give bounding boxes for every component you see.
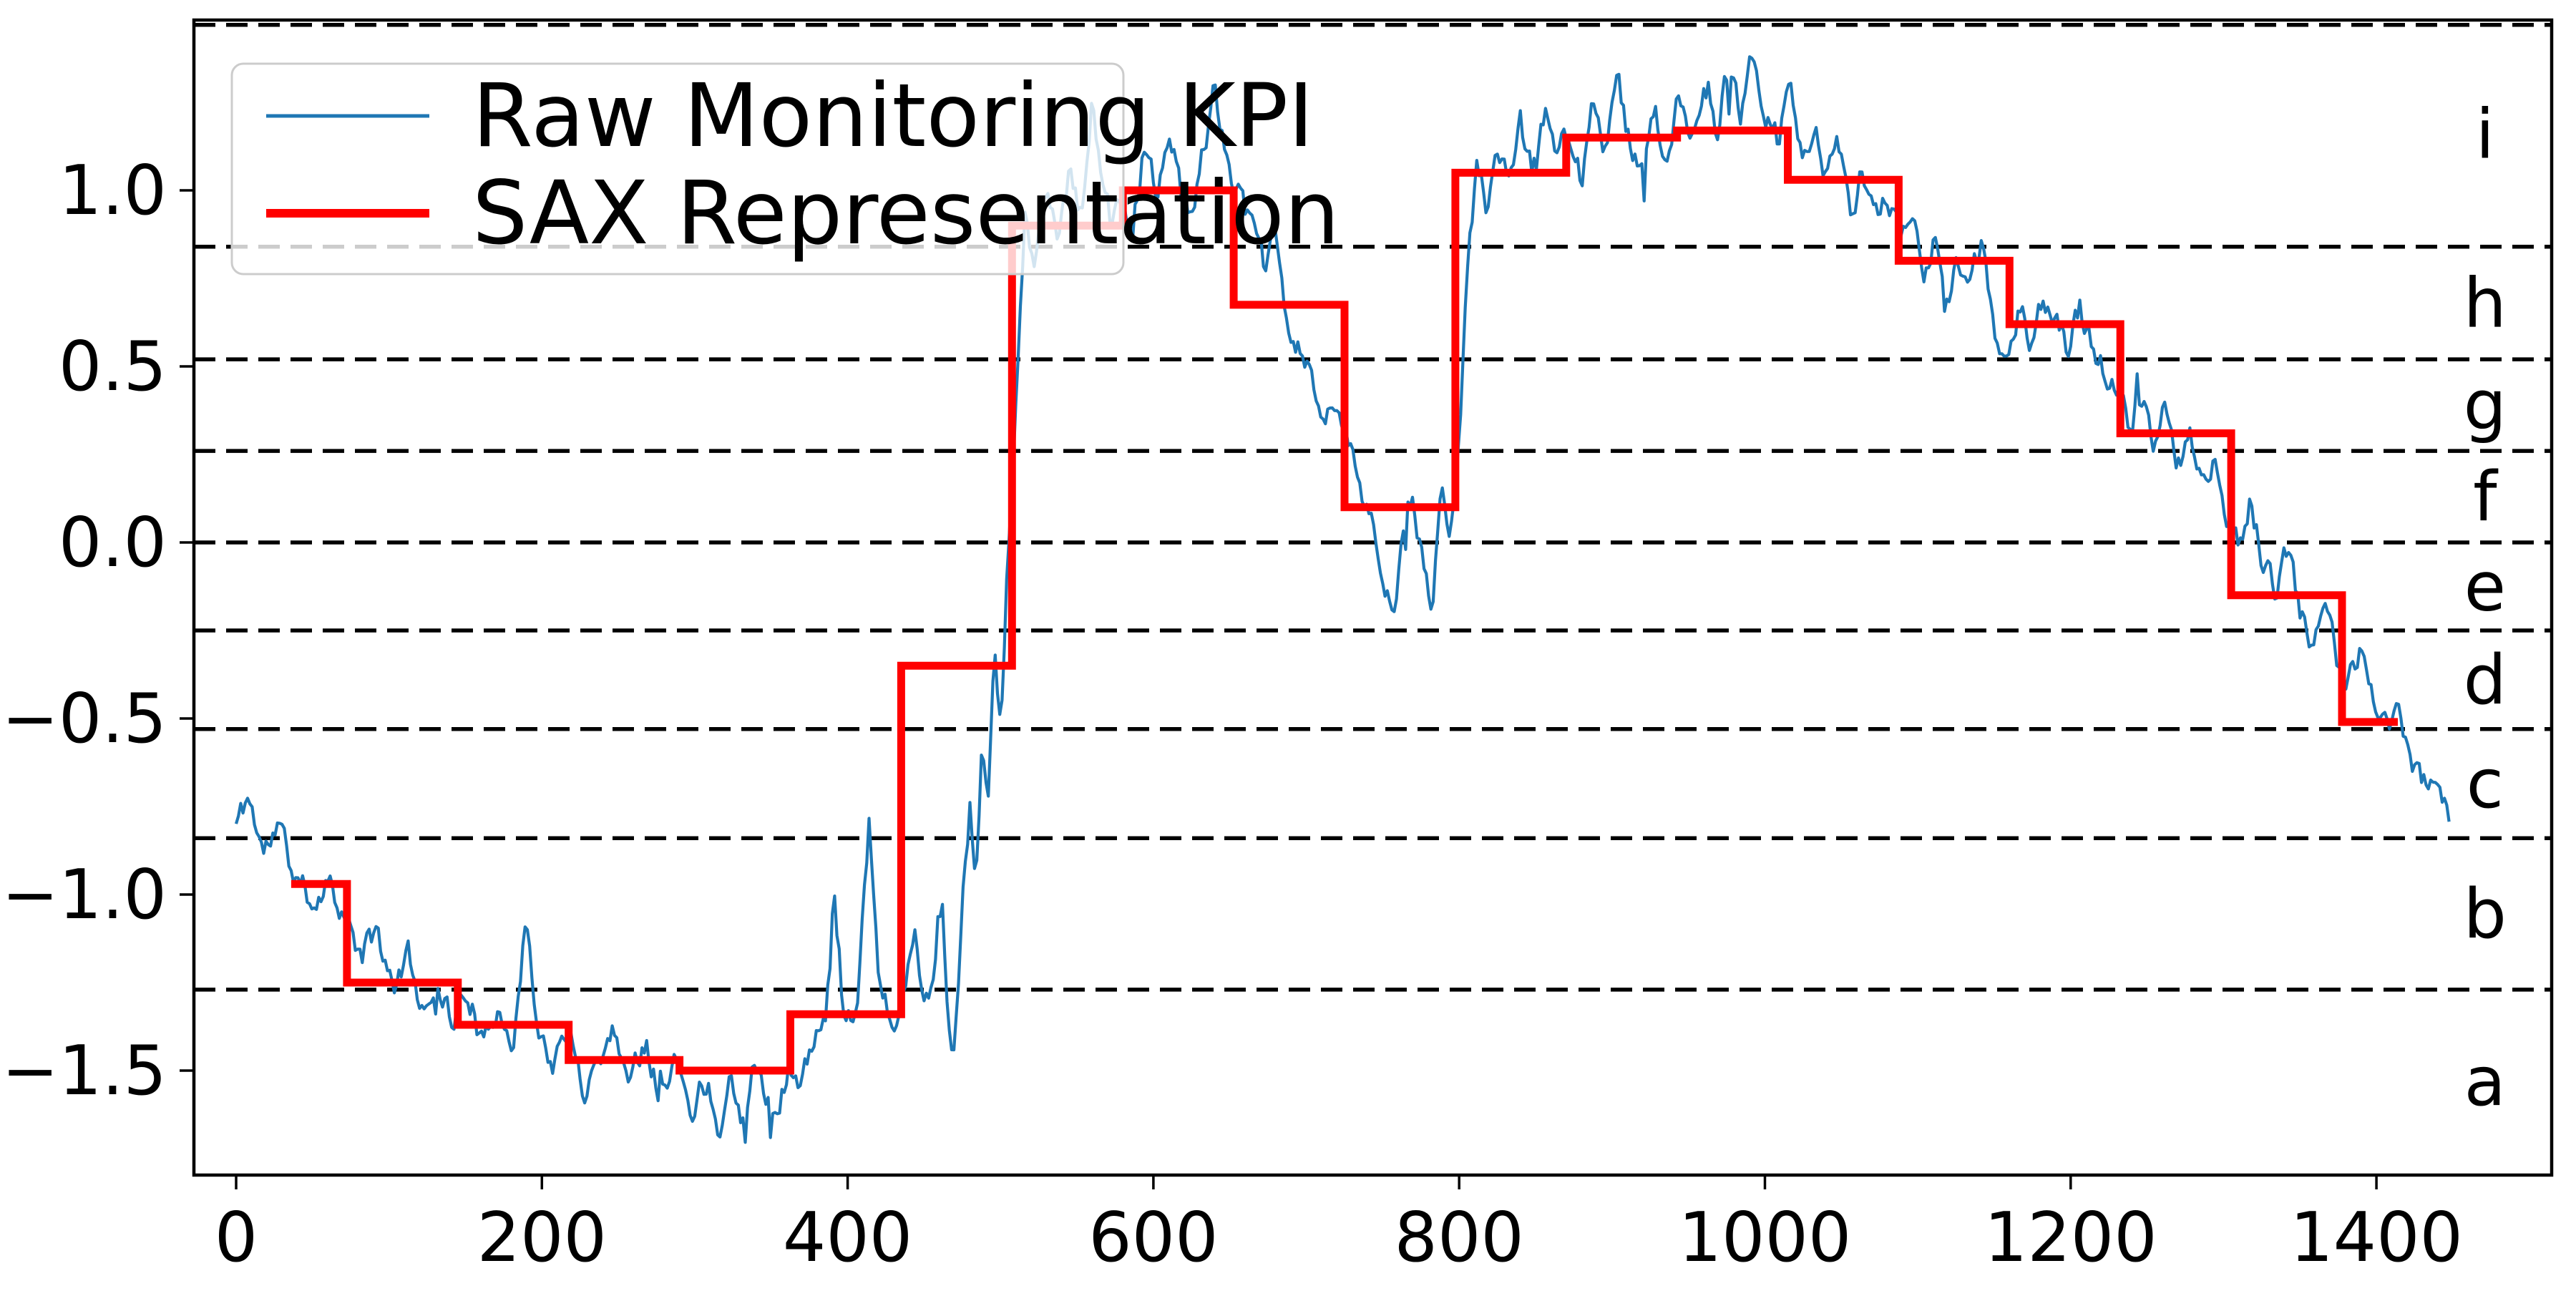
sax-band-letter-g: g (2464, 366, 2507, 445)
sax-step-line-group (291, 126, 2398, 1075)
y-axis-group: 1.0 0.5 0.0 −0.5 −1.0 −1.5 (1, 152, 194, 1111)
x-tick-label: 200 (477, 1199, 607, 1277)
x-tick-label: 800 (1395, 1199, 1524, 1277)
plot-border (192, 18, 2554, 1177)
x-axis-group: 0 200 400 600 800 1000 1200 1400 (215, 1175, 2463, 1277)
sax-band-letter-c: c (2467, 745, 2504, 824)
x-tick-label: 0 (215, 1199, 258, 1277)
legend-background (230, 62, 1125, 276)
sax-band-letter-e: e (2464, 548, 2506, 627)
y-tick-label: 1.0 (59, 152, 167, 230)
y-tick-label: 0.5 (59, 328, 167, 406)
y-tick-label: 0.0 (59, 504, 167, 583)
legend-raw-kpi-label: Raw Monitoring KPI (472, 65, 1314, 167)
legend-box: Raw Monitoring KPI SAX Representation (230, 62, 1340, 276)
sax-band-letter-i: i (2476, 95, 2494, 174)
sax-step-line (291, 126, 2398, 1075)
breakpoint-lines-group (194, 23, 2552, 992)
y-tick-label: −1.0 (1, 856, 167, 935)
x-tick-label: 1200 (1984, 1199, 2157, 1277)
sax-band-letter-b: b (2464, 875, 2507, 954)
x-tick-label: 1400 (2290, 1199, 2463, 1277)
axes-spines-group (192, 18, 2554, 1177)
sax-band-letter-h: h (2464, 264, 2507, 343)
sax-band-letter-a: a (2464, 1043, 2506, 1121)
x-tick-label: 600 (1088, 1199, 1218, 1277)
sax-band-letter-f: f (2473, 458, 2499, 537)
y-tick-label: −1.5 (1, 1032, 167, 1111)
sax-band-letter-d: d (2464, 641, 2507, 720)
x-tick-label: 400 (783, 1199, 912, 1277)
y-tick-label: −0.5 (1, 680, 167, 759)
x-tick-label: 1000 (1679, 1199, 1852, 1277)
legend-sax-label: SAX Representation (472, 162, 1340, 264)
